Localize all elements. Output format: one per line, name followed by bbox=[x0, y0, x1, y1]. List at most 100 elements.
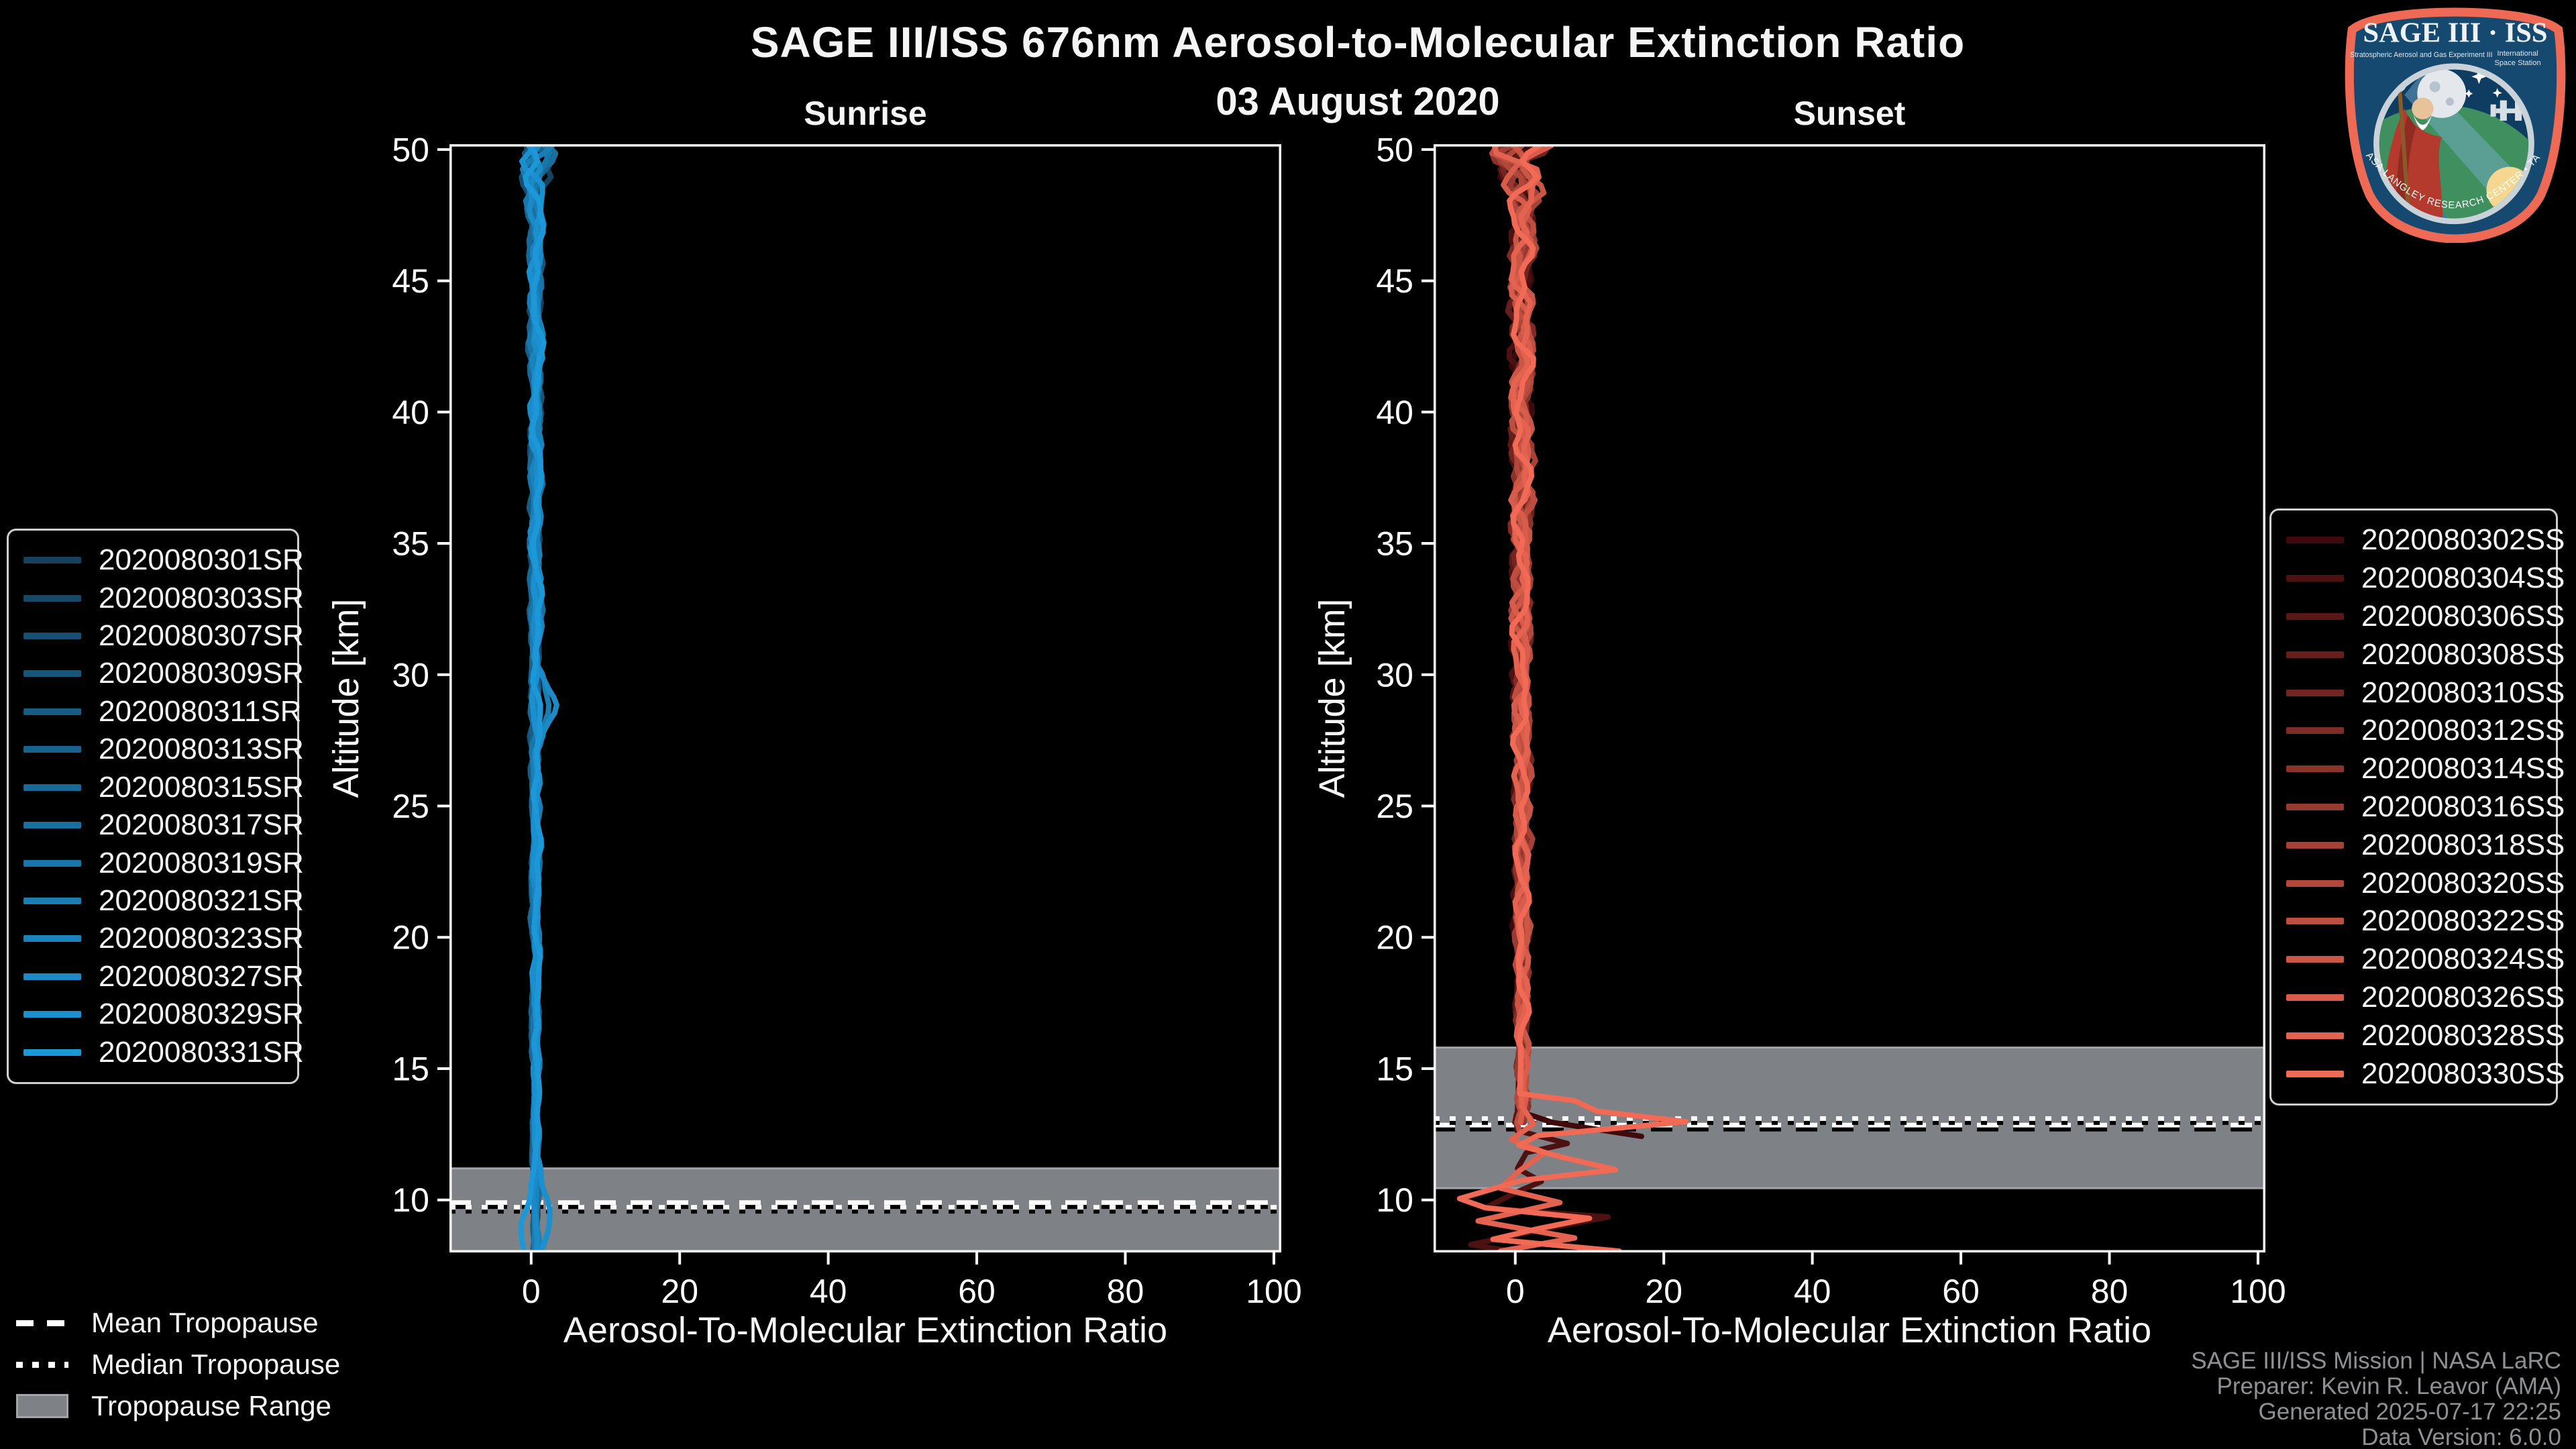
legend-item: 2020080330SS bbox=[2286, 1057, 2565, 1091]
tropopause-legend: Mean Tropopause Median Tropopause Tropopau… bbox=[16, 1307, 340, 1421]
legend-line-swatch bbox=[2286, 918, 2344, 925]
legend-event-id: 2020080308SS bbox=[2361, 637, 2565, 671]
moon-crater bbox=[2429, 81, 2440, 93]
legend-item: 2020080304SS bbox=[2286, 561, 2565, 595]
legend-line-swatch bbox=[2286, 803, 2344, 810]
legend-item: 2020080315SR bbox=[23, 771, 304, 804]
legend-event-id: 2020080307SR bbox=[99, 619, 304, 653]
legend-line-swatch bbox=[2286, 689, 2344, 696]
legend-item: 2020080308SS bbox=[2286, 638, 2565, 672]
tropopause-range-band bbox=[451, 1168, 1280, 1252]
dotted-swatch bbox=[16, 1361, 68, 1368]
patch-swatch bbox=[16, 1394, 68, 1418]
legend-line-swatch bbox=[2286, 575, 2344, 582]
legend-line-swatch bbox=[23, 935, 81, 943]
legend-item: 2020080311SR bbox=[23, 695, 302, 729]
legend-item: 2020080312SS bbox=[2286, 714, 2565, 747]
sunrise-plot-svg: 0 20 40 60 80 100 10 15 20 25 30 35 40 45 50 bbox=[392, 131, 1301, 1310]
sage-iii-iss-mission-patch: SAGE III · ISS Stratospheric Aerosol and… bbox=[2336, 0, 2571, 244]
x-tick-label: 40 bbox=[1794, 1273, 1831, 1310]
y-tick-label: 25 bbox=[1376, 788, 1413, 825]
y-tick-label: 25 bbox=[392, 788, 429, 825]
legend-event-id: 2020080324SS bbox=[2361, 943, 2565, 976]
x-tick-label: 0 bbox=[522, 1273, 541, 1310]
moon-crater bbox=[2445, 97, 2454, 106]
sunrise-event-legend: 2020080301SR 2020080303SR 2020080307SR 2020… bbox=[7, 529, 304, 1084]
legend-event-id: 2020080316SS bbox=[2361, 790, 2565, 823]
legend-item: 2020080316SS bbox=[2286, 790, 2565, 824]
legend-event-id: 2020080318SS bbox=[2361, 828, 2565, 861]
legend-item: 2020080326SS bbox=[2286, 981, 2565, 1014]
y-tick-label: 10 bbox=[392, 1181, 429, 1219]
legend-event-id: 2020080319SR bbox=[99, 846, 304, 879]
legend-item: 2020080319SR bbox=[23, 847, 304, 880]
attribution-data-version: Data Version: 6.0.0 bbox=[2361, 1424, 2561, 1449]
dashed-swatch bbox=[16, 1320, 68, 1326]
x-tick-label: 80 bbox=[2091, 1273, 2129, 1310]
legend-line-swatch bbox=[23, 784, 81, 791]
profile-2020080330SS bbox=[1456, 144, 1689, 1252]
patch-title: SAGE III · ISS bbox=[2363, 17, 2547, 49]
y-tick-label: 15 bbox=[392, 1050, 429, 1087]
legend-line-swatch bbox=[2286, 879, 2344, 887]
patch-subtitle-left: Stratospheric Aerosol and Gas Experiment… bbox=[2350, 51, 2492, 59]
legend-line-swatch bbox=[23, 859, 81, 867]
legend-event-id: 2020080309SR bbox=[99, 657, 304, 690]
legend-event-id: 2020080313SR bbox=[99, 733, 304, 766]
legend-item: 2020080321SR bbox=[23, 884, 304, 918]
y-axis-label-sunrise: Altitude [km] bbox=[326, 598, 366, 798]
mission-patch-svg: SAGE III · ISS Stratospheric Aerosol and… bbox=[2336, 0, 2566, 244]
x-tick-label: 60 bbox=[1942, 1273, 1980, 1310]
legend-line-swatch bbox=[2286, 956, 2344, 963]
legend-line-swatch bbox=[23, 633, 81, 640]
legend-item: 2020080301SR bbox=[23, 543, 304, 577]
tropopause-legend-label: Mean Tropopause bbox=[91, 1307, 319, 1338]
legend-item: 2020080306SS bbox=[2286, 600, 2565, 633]
legend-event-id: 2020080315SR bbox=[99, 770, 304, 804]
figure-title: SAGE III/ISS 676nm Aerosol-to-Molecular … bbox=[750, 18, 1966, 66]
legend-item: 2020080324SS bbox=[2286, 943, 2565, 976]
legend-line-swatch bbox=[23, 898, 81, 904]
legend-event-id: 2020080323SR bbox=[99, 922, 304, 955]
legend-event-id: 2020080329SR bbox=[99, 998, 304, 1031]
x-tick-label: 40 bbox=[810, 1273, 847, 1310]
legend-event-id: 2020080317SR bbox=[99, 808, 304, 842]
patch-subtitle-right-1: International bbox=[2497, 50, 2538, 58]
legend-line-swatch bbox=[23, 746, 81, 753]
tropopause-legend-item: Mean Tropopause bbox=[16, 1307, 340, 1338]
axes-frame bbox=[449, 144, 1281, 1252]
legend-event-id: 2020080306SS bbox=[2361, 599, 2565, 633]
y-tick-label: 30 bbox=[1376, 656, 1413, 694]
legend-line-swatch bbox=[23, 973, 81, 980]
sunrise-profiles bbox=[518, 144, 559, 1252]
legend-item: 2020080317SR bbox=[23, 808, 304, 842]
profile-2020080331SR bbox=[518, 144, 547, 1252]
sunset-plot: 0 20 40 60 80 100 10 15 20 25 30 35 40 45 50 bbox=[1376, 131, 2286, 1310]
legend-event-id: 2020080302SS bbox=[2361, 523, 2565, 557]
y-tick-label: 20 bbox=[392, 919, 429, 957]
x-tick-label: 80 bbox=[1107, 1273, 1144, 1310]
x-axis-label-sunrise: Aerosol-To-Molecular Extinction Ratio bbox=[563, 1310, 1168, 1350]
legend-event-id: 2020080312SS bbox=[2361, 714, 2565, 747]
legend-event-id: 2020080328SS bbox=[2361, 1018, 2565, 1052]
y-tick-label: 45 bbox=[1376, 262, 1413, 300]
legend-line-swatch bbox=[23, 708, 81, 715]
legend-line-swatch bbox=[23, 557, 81, 564]
legend-line-swatch bbox=[2286, 651, 2344, 658]
legend-event-id: 2020080304SS bbox=[2361, 561, 2565, 595]
x-tick-label: 100 bbox=[2230, 1273, 2286, 1310]
legend-event-id: 2020080301SR bbox=[99, 543, 304, 577]
legend-event-id: 2020080327SR bbox=[99, 959, 304, 993]
attribution-preparer: Preparer: Kevin R. Leavor (AMA) bbox=[2216, 1373, 2561, 1399]
y-tick-label: 35 bbox=[392, 525, 429, 563]
legend-item: 2020080329SR bbox=[23, 998, 304, 1031]
legend-item: 2020080320SS bbox=[2286, 867, 2565, 900]
legend-item: 2020080328SS bbox=[2286, 1019, 2565, 1053]
sunset-profiles bbox=[1456, 144, 1689, 1252]
legend-event-id: 2020080310SS bbox=[2361, 676, 2565, 709]
y-tick-label: 45 bbox=[392, 262, 429, 300]
legend-item: 2020080307SR bbox=[23, 619, 304, 653]
legend-line-swatch bbox=[23, 594, 81, 602]
x-tick-label: 20 bbox=[1645, 1273, 1682, 1310]
x-axis-label-sunset: Aerosol-To-Molecular Extinction Ratio bbox=[1547, 1310, 2152, 1350]
